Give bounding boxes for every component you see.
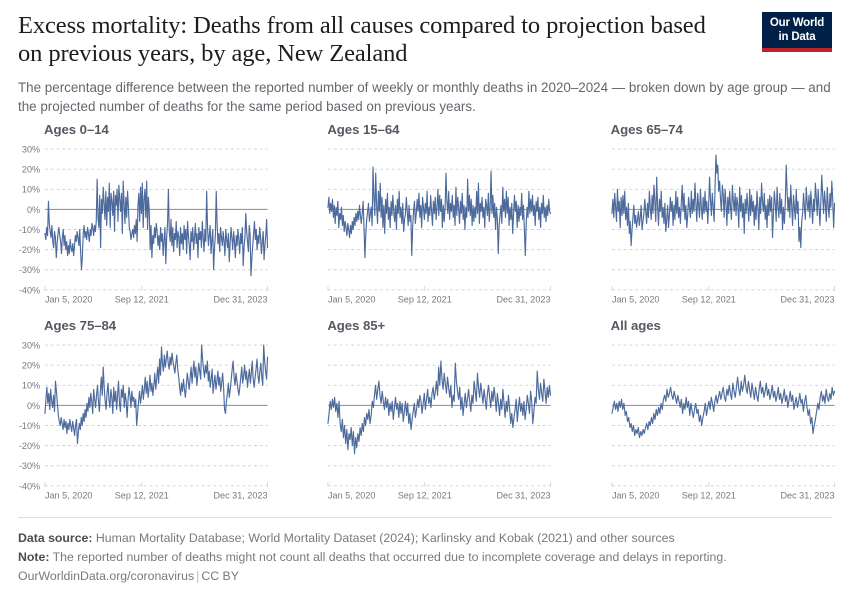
plot-area[interactable]: Jan 5, 2020 Sep 12, 2021 Dec 31, 2023 xyxy=(297,143,556,314)
owid-logo[interactable]: Our World in Data xyxy=(762,12,832,52)
divider: | xyxy=(196,569,200,583)
y-tick-label: 20% xyxy=(22,360,40,370)
y-tick-label: 0% xyxy=(27,205,40,215)
x-tick-label: Jan 5, 2020 xyxy=(328,294,375,304)
license-line: OurWorldinData.org/coronavirus | CC BY xyxy=(18,567,832,586)
panel-title: Ages 0–14 xyxy=(44,122,109,137)
y-tick-label: 10% xyxy=(22,381,40,391)
license-label[interactable]: CC BY xyxy=(201,569,239,583)
x-tick-label: Dec 31, 2023 xyxy=(780,490,834,500)
y-tick-label: -10% xyxy=(19,421,40,431)
chart-panel-5: Ages 85+ Jan 5, 2020 Sep 12, 2021 Dec 31, 2… xyxy=(283,314,566,510)
plot-area[interactable]: Jan 5, 2020 Sep 12, 2021 Dec 31, 2023 xyxy=(297,339,556,510)
excess-mortality-line xyxy=(612,155,835,248)
small-multiples-grid: Ages 0–14 30% 20% 10% 0% -10% -20% -30% -40% Jan … xyxy=(0,118,850,510)
logo-line-1: Our World xyxy=(769,17,825,29)
y-tick-label: 30% xyxy=(22,340,40,350)
y-tick-label: -20% xyxy=(19,441,40,451)
data-source-label: Data source: xyxy=(18,531,93,545)
y-tick-label: 10% xyxy=(22,185,40,195)
page-subtitle: The percentage difference between the re… xyxy=(18,80,831,114)
y-tick-label: 20% xyxy=(22,164,40,174)
x-tick-label: Dec 31, 2023 xyxy=(780,294,834,304)
panel-title: Ages 65–74 xyxy=(610,122,683,137)
x-tick-label: Dec 31, 2023 xyxy=(213,294,267,304)
x-tick-label: Dec 31, 2023 xyxy=(213,490,267,500)
x-tick-label: Jan 5, 2020 xyxy=(612,490,659,500)
plot-area[interactable]: Jan 5, 2020 Sep 12, 2021 Dec 31, 2023 xyxy=(581,143,840,314)
excess-mortality-line xyxy=(328,361,551,454)
x-tick-label: Sep 12, 2021 xyxy=(115,490,169,500)
excess-mortality-line xyxy=(612,375,835,437)
note-text: The reported number of deaths might not … xyxy=(52,550,727,564)
excess-mortality-line xyxy=(45,345,268,444)
y-tick-label: -10% xyxy=(19,225,40,235)
chart-panel-6: All ages Jan 5, 2020 Sep 12, 2021 Dec 31, 2… xyxy=(567,314,850,510)
excess-mortality-line xyxy=(45,179,268,276)
y-tick-label: 30% xyxy=(22,144,40,154)
panel-title: Ages 85+ xyxy=(327,318,386,333)
chart-footer: Data source: Human Mortality Database; W… xyxy=(18,517,832,586)
excess-mortality-line xyxy=(328,167,551,258)
chart-panel-3: Ages 65–74 Jan 5, 2020 Sep 12, 2021 Dec 31,… xyxy=(567,118,850,314)
data-source-line: Data source: Human Mortality Database; W… xyxy=(18,529,832,548)
y-tick-label: -40% xyxy=(19,481,40,491)
panel-title: All ages xyxy=(610,318,661,333)
x-tick-label: Dec 31, 2023 xyxy=(497,490,551,500)
plot-area[interactable]: 30% 20% 10% 0% -10% -20% -30% -40% Jan 5, 2020 Se… xyxy=(14,143,273,314)
note-label: Note: xyxy=(18,550,50,564)
x-tick-label: Sep 12, 2021 xyxy=(398,294,452,304)
x-tick-label: Sep 12, 2021 xyxy=(398,490,452,500)
y-tick-label: 0% xyxy=(27,401,40,411)
x-tick-label: Jan 5, 2020 xyxy=(45,294,92,304)
x-tick-label: Sep 12, 2021 xyxy=(681,294,735,304)
logo-line-2: in Data xyxy=(778,30,816,43)
x-tick-label: Jan 5, 2020 xyxy=(45,490,92,500)
chart-panel-2: Ages 15–64 Jan 5, 2020 Sep 12, 2021 Dec 31,… xyxy=(283,118,566,314)
chart-panel-1: Ages 0–14 30% 20% 10% 0% -10% -20% -30% -40% Jan … xyxy=(0,118,283,314)
panel-title: Ages 15–64 xyxy=(327,122,400,137)
plot-area[interactable]: Jan 5, 2020 Sep 12, 2021 Dec 31, 2023 xyxy=(581,339,840,510)
x-tick-label: Sep 12, 2021 xyxy=(681,490,735,500)
panel-title: Ages 75–84 xyxy=(44,318,117,333)
x-tick-label: Jan 5, 2020 xyxy=(328,490,375,500)
x-tick-label: Sep 12, 2021 xyxy=(115,294,169,304)
x-tick-label: Jan 5, 2020 xyxy=(612,294,659,304)
page-title: Excess mortality: Deaths from all causes… xyxy=(18,12,706,67)
y-tick-label: -20% xyxy=(19,245,40,255)
y-tick-label: -30% xyxy=(19,461,40,471)
chart-panel-4: Ages 75–84 30% 20% 10% 0% -10% -20% -30% -40% Jan… xyxy=(0,314,283,510)
note-line: Note: The reported number of deaths migh… xyxy=(18,548,832,567)
owid-url[interactable]: OurWorldinData.org/coronavirus xyxy=(18,569,195,583)
x-tick-label: Dec 31, 2023 xyxy=(497,294,551,304)
y-tick-label: -30% xyxy=(19,265,40,275)
chart-header: Excess mortality: Deaths from all causes… xyxy=(0,0,850,116)
y-tick-label: -40% xyxy=(19,285,40,295)
data-source-text: Human Mortality Database; World Mortalit… xyxy=(95,531,675,545)
plot-area[interactable]: 30% 20% 10% 0% -10% -20% -30% -40% Jan 5, 2020 Se… xyxy=(14,339,273,510)
